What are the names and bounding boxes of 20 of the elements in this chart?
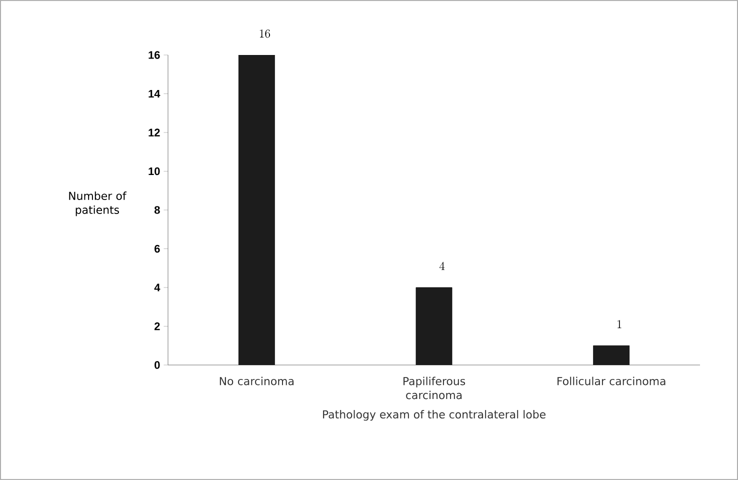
y-tick-label: 10: [148, 167, 160, 176]
y-axis-title: Number of patients: [69, 192, 127, 216]
y-tick-label: 2: [154, 322, 160, 330]
y-tick-label: 16: [148, 51, 160, 59]
bar: [238, 54, 275, 365]
y-tick-label: 8: [154, 206, 160, 214]
y-tick-label: 12: [148, 128, 160, 136]
x-tick-label: No carcinoma: [220, 376, 294, 386]
bar: [593, 345, 630, 365]
data-label: 4: [439, 262, 445, 270]
y-tick-label: 6: [154, 244, 160, 253]
y-tick-label: 4: [154, 284, 160, 292]
bar: [416, 287, 452, 365]
x-tick-label: Follicular carcinoma: [558, 376, 666, 386]
data-label: 1: [618, 320, 622, 328]
y-tick-label: 14: [148, 90, 160, 98]
y-tick-label: 0: [154, 361, 160, 369]
data-label: 16: [260, 30, 270, 38]
x-axis-title: Pathology exam of the contralateral lobe: [323, 410, 546, 421]
x-tick-label: Papiliferous carcinoma: [404, 376, 466, 400]
